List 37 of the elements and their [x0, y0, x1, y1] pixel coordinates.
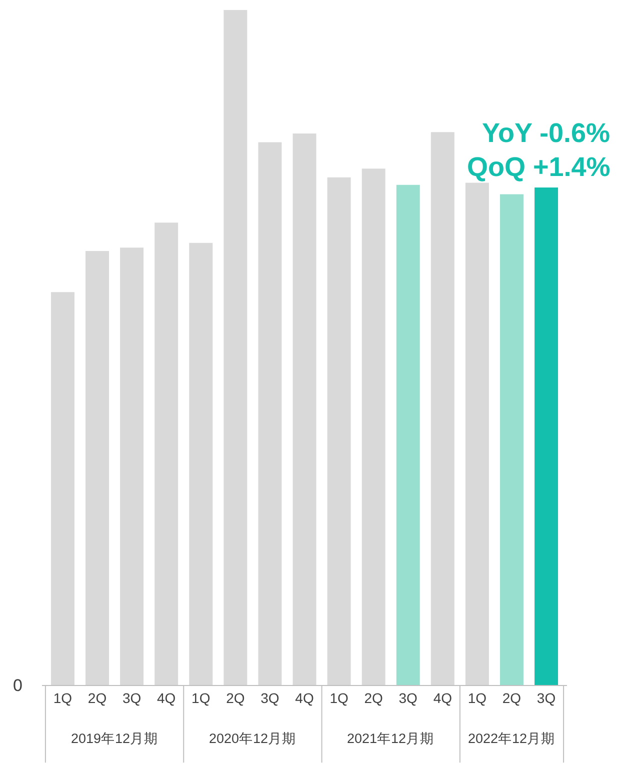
x-tick-label: 2Q — [364, 690, 384, 706]
bar — [292, 134, 316, 685]
annotation: YoY -0.6% — [482, 118, 610, 148]
x-tick-label: 1Q — [468, 690, 487, 706]
bar — [189, 242, 213, 685]
bar — [154, 222, 178, 685]
bar — [327, 177, 351, 685]
text: 2019年12月期 — [71, 731, 158, 746]
text: 0 — [13, 676, 22, 695]
x-tick-label: 4Q — [156, 690, 176, 706]
x-tick-label: 4Q — [433, 690, 452, 706]
x-tick-label: 2Q — [226, 690, 245, 706]
bar — [120, 248, 144, 685]
bar — [396, 184, 420, 685]
bar — [224, 10, 248, 685]
bar — [50, 292, 74, 685]
x-tick-label: 3Q — [536, 690, 556, 706]
x-tick-label: 3Q — [398, 690, 418, 706]
bar — [258, 142, 282, 685]
text: 2021年12月期 — [347, 731, 434, 746]
x-tick-label: 1Q — [330, 690, 348, 706]
bar — [534, 188, 558, 685]
bar — [430, 132, 454, 685]
bar — [362, 168, 386, 685]
bar — [465, 182, 489, 685]
bar — [86, 250, 110, 685]
x-tick-label: 4Q — [295, 690, 314, 706]
bar — [500, 194, 524, 685]
x-tick-label: 3Q — [122, 690, 142, 706]
x-tick-label: 2Q — [88, 690, 107, 706]
annotation: QoQ +1.4% — [467, 152, 610, 182]
x-tick-label: 2Q — [502, 690, 522, 706]
text: 2020年12月期 — [209, 731, 296, 746]
x-tick-label: 3Q — [260, 690, 280, 706]
x-tick-label: 1Q — [192, 690, 210, 706]
x-tick-label: 1Q — [53, 690, 72, 706]
text: 2022年12月期 — [468, 731, 556, 746]
